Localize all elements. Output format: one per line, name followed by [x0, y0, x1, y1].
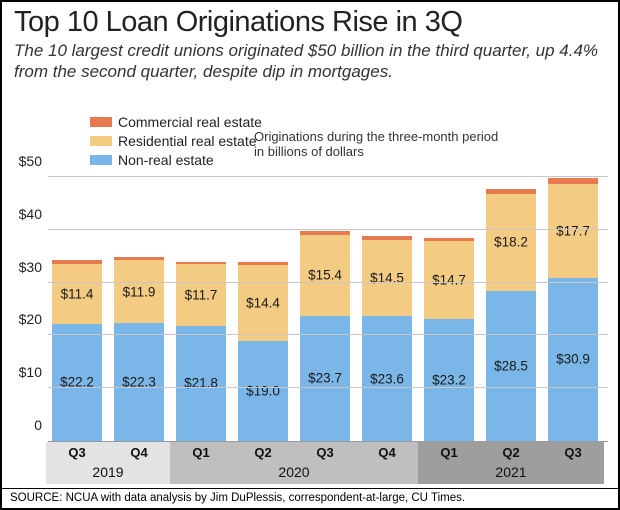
x-tick-label: Q1	[192, 445, 209, 460]
chart-note-line2: in billions of dollars	[254, 145, 498, 160]
bar: $19.0 $14.4	[238, 262, 288, 441]
x-tick-label: Q4	[378, 445, 395, 460]
bar-segment-non-real-estate: $22.2	[52, 324, 102, 441]
bar-segment-non-real-estate: $28.5	[486, 291, 536, 441]
bar-segment-residential: $14.7	[424, 241, 474, 319]
grid-line	[48, 387, 608, 388]
bar-value-label: $14.7	[424, 272, 474, 287]
x-axis-labels: Q3 Q4 Q1 Q2 Q3 Q4 Q1 Q2 Q3	[48, 442, 608, 468]
bar-segment-commercial	[300, 231, 350, 235]
legend-item: Residential real estate	[90, 131, 262, 150]
grid-line	[48, 282, 608, 283]
grid-line	[48, 229, 608, 230]
bar-value-label: $17.7	[548, 224, 598, 239]
x-tick-label: Q3	[68, 445, 85, 460]
bar-segment-commercial	[114, 257, 164, 260]
bar: $28.5 $18.2	[486, 189, 536, 441]
bar-segment-non-real-estate: $30.9	[548, 278, 598, 441]
legend-swatch	[90, 155, 112, 165]
legend-label: Residential real estate	[118, 133, 257, 149]
bar-segment-commercial	[548, 178, 598, 184]
chart-subtitle: The 10 largest credit unions originated …	[14, 41, 606, 82]
y-tick-label: $40	[0, 206, 42, 222]
bar-segment-commercial	[176, 262, 226, 265]
grid-line	[48, 334, 608, 335]
bar-segment-commercial	[424, 238, 474, 241]
x-tick-label: Q1	[440, 445, 457, 460]
bar-value-label: $11.9	[114, 284, 164, 299]
bar-value-label: $19.0	[238, 383, 288, 398]
bar: $22.2 $11.4	[52, 260, 102, 441]
chart-title: Top 10 Loan Originations Rise in 3Q	[14, 6, 618, 39]
bar-segment-non-real-estate: $22.3	[114, 323, 164, 441]
bar-segment-residential: $15.4	[300, 235, 350, 316]
bar-segment-residential: $11.7	[176, 264, 226, 326]
chart-note-line1: Originations during the three-month peri…	[254, 130, 498, 145]
bar-value-label: $14.5	[362, 271, 412, 286]
bar-value-label: $21.8	[176, 376, 226, 391]
bar: $23.2 $14.7	[424, 238, 474, 441]
bar-value-label: $30.9	[548, 352, 598, 367]
bar-value-label: $23.6	[362, 371, 412, 386]
bar-segment-commercial	[238, 262, 288, 265]
legend-item: Commercial real estate	[90, 112, 262, 131]
bar-segment-commercial	[486, 189, 536, 194]
bar-segment-commercial	[362, 236, 412, 240]
bar-value-label: $15.4	[300, 268, 350, 283]
y-tick-label: $30	[0, 259, 42, 275]
grid-line	[48, 176, 608, 177]
legend-swatch	[90, 136, 112, 146]
y-tick-label: $50	[0, 153, 42, 169]
bar: $23.6 $14.5	[362, 236, 412, 441]
bar-segment-non-real-estate: $23.2	[424, 319, 474, 441]
plot-area: $22.2 $11.4 $22.3 $11.9 $21.8 $11.7 $19.0 $14.4…	[48, 177, 608, 442]
bar-segment-residential: $14.4	[238, 265, 288, 341]
y-tick-label: $20	[0, 311, 42, 327]
bar: $21.8 $11.7	[176, 262, 226, 441]
bar-segment-non-real-estate: $19.0	[238, 341, 288, 441]
bar-value-label: $14.4	[238, 295, 288, 310]
chart-note: Originations during the three-month peri…	[254, 130, 498, 160]
bar-segment-residential: $11.9	[114, 260, 164, 323]
legend-label: Commercial real estate	[118, 114, 262, 130]
bar-value-label: $18.2	[486, 235, 536, 250]
bar-segment-commercial	[52, 260, 102, 263]
stacked-bar-chart: $22.2 $11.4 $22.3 $11.9 $21.8 $11.7 $19.0 $14.4…	[48, 178, 608, 442]
x-tick-label: Q2	[254, 445, 271, 460]
bar: $23.7 $15.4	[300, 231, 350, 441]
bar-value-label: $11.4	[52, 286, 102, 301]
bar-segment-residential: $11.4	[52, 264, 102, 324]
x-tick-label: Q3	[316, 445, 333, 460]
y-tick-label: $10	[0, 364, 42, 380]
bar: $22.3 $11.9	[114, 257, 164, 441]
bars-container: $22.2 $11.4 $22.3 $11.9 $21.8 $11.7 $19.0 $14.4…	[48, 177, 608, 441]
x-tick-label: Q3	[564, 445, 581, 460]
bar-value-label: $23.7	[300, 371, 350, 386]
legend-swatch	[90, 117, 112, 127]
bar-segment-non-real-estate: $21.8	[176, 326, 226, 441]
x-tick-label: Q2	[502, 445, 519, 460]
bar-value-label: $28.5	[486, 358, 536, 373]
bar: $30.9 $17.7	[548, 178, 598, 441]
legend-label: Non-real estate	[118, 152, 214, 168]
bar-value-label: $11.7	[176, 288, 226, 303]
bar-segment-residential: $17.7	[548, 184, 598, 277]
legend-item: Non-real estate	[90, 150, 262, 169]
y-tick-label: 0	[0, 417, 42, 433]
bar-segment-residential: $14.5	[362, 240, 412, 317]
x-tick-label: Q4	[130, 445, 147, 460]
bar-value-label: $23.2	[424, 372, 474, 387]
source-line: SOURCE: NCUA with data analysis by Jim D…	[2, 488, 618, 508]
legend: Commercial real estate Residential real e…	[90, 112, 262, 169]
bar-segment-residential: $18.2	[486, 194, 536, 290]
